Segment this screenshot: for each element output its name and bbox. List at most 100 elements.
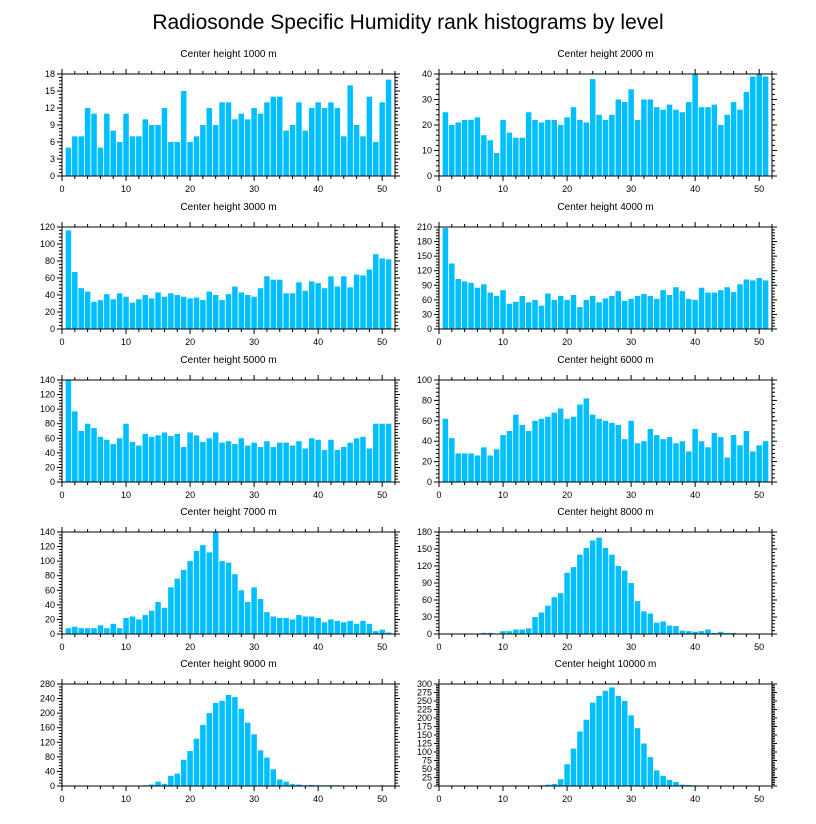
y-tick-label: 20 [45, 462, 55, 472]
histogram-bar [653, 435, 660, 482]
histogram-bar [545, 293, 551, 329]
histogram-bar [737, 109, 743, 176]
histogram-bar [609, 422, 615, 482]
histogram-bar [315, 283, 321, 329]
histogram-bar [110, 623, 116, 634]
y-tick-label: 30 [422, 95, 432, 105]
histogram-bar [309, 784, 315, 786]
histogram-bar [341, 447, 347, 482]
histogram-bar [602, 119, 609, 176]
histogram-bar [705, 292, 711, 329]
histogram-bar [589, 79, 596, 176]
histogram-bar [78, 431, 84, 482]
panel-5: Center height 5000 m 0 10 20 30 40 50 0 20 40 60 80… [40, 355, 400, 500]
histogram-bar [225, 562, 232, 634]
histogram-bar [257, 750, 264, 786]
histogram-bar [743, 91, 750, 176]
panel-6: Center height 6000 m 0 10 20 30 40 50 0 20 40 60 80… [417, 355, 777, 500]
histogram-bar [251, 296, 257, 329]
y-tick-label: 10 [422, 146, 432, 156]
histogram-bar [724, 457, 730, 482]
histogram-bar [97, 436, 104, 482]
histogram-bar [91, 428, 97, 482]
histogram-bar [225, 294, 232, 329]
panel-title: Center height 9000 m [180, 659, 276, 670]
histogram-bar [551, 597, 558, 634]
histogram-bar [519, 295, 526, 329]
y-tick-label: 50 [422, 764, 432, 774]
x-tick-label: 50 [377, 794, 387, 804]
histogram-bar [666, 104, 673, 176]
x-tick-label: 50 [754, 794, 764, 804]
histogram-bar [596, 418, 602, 482]
histogram-bar [84, 108, 91, 176]
x-tick-label: 40 [313, 184, 323, 194]
panel-title: Center height 7000 m [180, 507, 276, 518]
x-tick-label: 20 [562, 337, 572, 347]
x-tick-label: 30 [249, 490, 259, 500]
x-tick-label: 0 [59, 642, 64, 652]
y-tick-label: 25 [422, 773, 432, 783]
histogram-bar [257, 599, 264, 634]
y-tick-label: 140 [40, 527, 55, 537]
x-tick-label: 50 [377, 490, 387, 500]
histogram-bar [724, 114, 730, 176]
x-tick-label: 30 [626, 337, 636, 347]
histogram-bar [538, 612, 545, 634]
x-tick-label: 20 [562, 184, 572, 194]
histogram-bar [513, 629, 519, 634]
histogram-bar [373, 142, 379, 176]
x-tick-label: 50 [754, 642, 764, 652]
histogram-bar [634, 601, 641, 634]
histogram-bar [276, 279, 283, 329]
histogram-bar [513, 137, 519, 176]
histogram-bar [264, 102, 270, 176]
y-tick-label: 90 [422, 280, 432, 290]
histogram-bar [129, 441, 136, 482]
histogram-bar [225, 694, 232, 786]
histogram-bar [711, 632, 718, 634]
x-tick-label: 0 [59, 184, 64, 194]
y-tick-label: 225 [417, 705, 432, 715]
histogram-bar [136, 445, 142, 482]
histogram-bar [104, 294, 110, 329]
histogram-bar [347, 287, 353, 329]
histogram-bar [161, 607, 168, 634]
histogram-bar [660, 439, 666, 482]
histogram-bar [123, 423, 129, 482]
histogram-bar [724, 632, 730, 634]
histogram-bar [360, 136, 366, 176]
x-tick-label: 40 [690, 337, 700, 347]
histogram-bar [679, 112, 686, 176]
histogram-bar [283, 617, 289, 634]
histogram-bar [200, 125, 206, 176]
histogram-bar [283, 130, 289, 176]
panel-title: Center height 6000 m [557, 355, 653, 366]
histogram-bar [730, 102, 737, 176]
histogram-bar [200, 545, 206, 634]
histogram-bar [65, 628, 72, 634]
y-tick-label: 200 [40, 708, 55, 718]
histogram-bar [276, 442, 283, 482]
x-tick-label: 0 [436, 794, 441, 804]
histogram-bar [641, 294, 647, 329]
histogram-bar [551, 299, 558, 329]
panel-title: Center height 4000 m [557, 202, 653, 213]
histogram-bar [347, 442, 353, 482]
histogram-bar [621, 300, 628, 329]
histogram-bar [532, 299, 538, 329]
histogram-bar [379, 258, 385, 329]
histogram-bar [615, 424, 622, 482]
histogram-bar [577, 307, 583, 329]
histogram-bar [123, 113, 129, 176]
histogram-bar [641, 611, 647, 634]
histogram-bar [257, 288, 264, 329]
x-tick-label: 20 [562, 490, 572, 500]
histogram-bar [577, 731, 583, 786]
histogram-bar [653, 770, 660, 786]
histogram-bar [72, 411, 78, 482]
x-tick-label: 10 [498, 642, 508, 652]
histogram-bar [341, 276, 347, 329]
x-tick-label: 10 [121, 337, 131, 347]
histogram-bar [557, 593, 564, 634]
